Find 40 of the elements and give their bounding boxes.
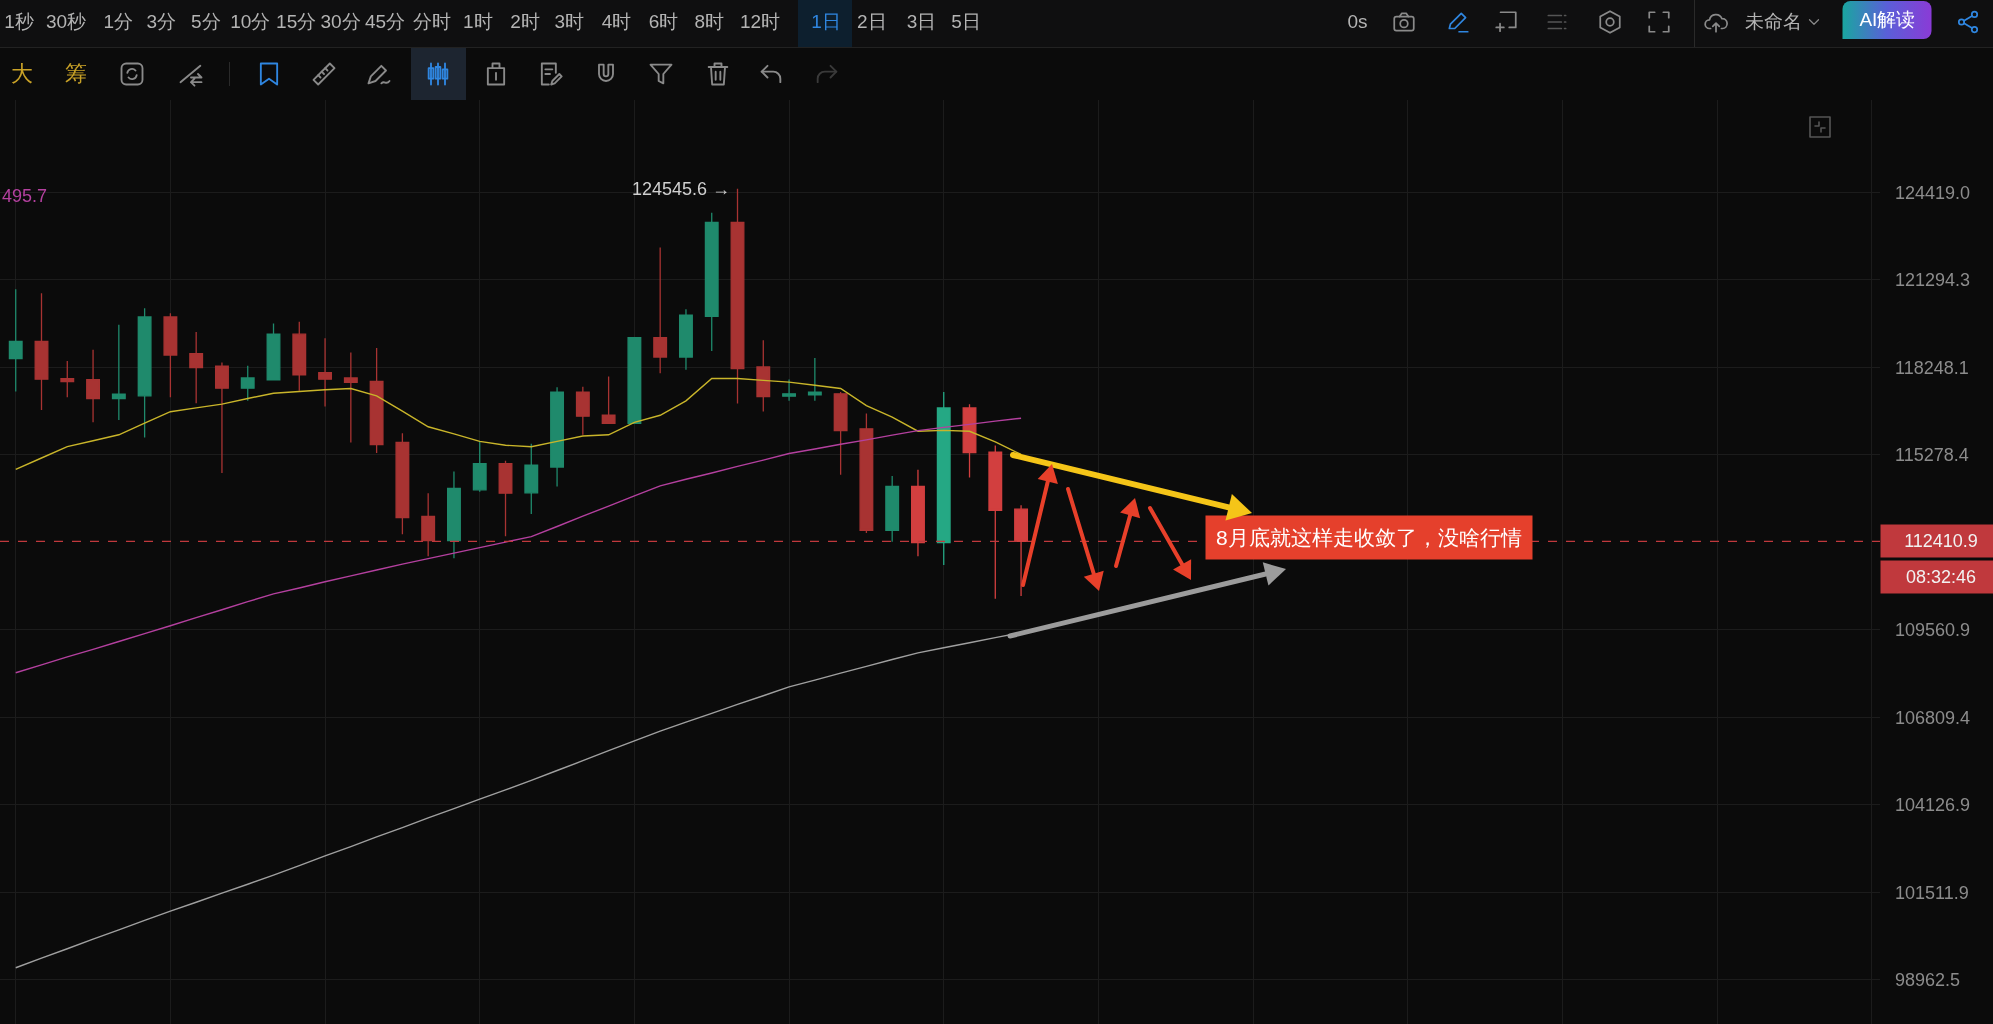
text: 8月底就这样走收敛了，没啥行情	[1216, 526, 1522, 549]
text: 30秒	[46, 10, 87, 34]
y-tick-label: 98962.5	[1895, 970, 1961, 991]
text: 3时	[554, 10, 585, 34]
text: 筹	[65, 60, 88, 88]
text: 5分	[191, 10, 221, 34]
text: 1时	[463, 10, 493, 34]
text: 2时	[510, 10, 540, 34]
text: 3日	[906, 10, 937, 34]
y-tick-label: 109560.9	[1895, 620, 1971, 641]
text: 1日	[811, 10, 841, 34]
text: 1分	[103, 10, 133, 34]
y-tick-label: 106809.4	[1895, 707, 1971, 728]
text: 3分	[146, 10, 177, 34]
text: 大	[10, 60, 33, 88]
y-tick-label: 101511.9	[1895, 882, 1969, 903]
text: 45分	[365, 10, 406, 34]
text: 15分	[276, 10, 317, 34]
text: 0s	[1347, 11, 1368, 33]
text: 12时	[739, 10, 781, 34]
text: 10分	[230, 10, 271, 34]
text: 4时	[601, 10, 632, 34]
text: 30分	[320, 10, 361, 34]
text: 5日	[951, 10, 981, 34]
text: 6时	[648, 10, 679, 34]
y-tick-label: 104126.9	[1895, 795, 1971, 816]
text: 08:32:46	[1905, 567, 1977, 587]
annotation: 495.7	[2, 186, 48, 206]
y-tick-label: 124419.0	[1895, 182, 1971, 203]
text: 分时	[413, 10, 452, 34]
y-tick-label: 115278.4	[1895, 445, 1969, 466]
text: 2日	[857, 10, 887, 34]
text: 8时	[694, 10, 724, 34]
text: 1秒	[4, 10, 34, 34]
text: AI解读	[1842, 1, 1932, 39]
y-tick-label: 121294.3	[1895, 270, 1971, 291]
y-tick-label: 118248.1	[1895, 357, 1969, 378]
ref-line-label: 112410.9	[1904, 531, 1978, 551]
text: 未命名	[1744, 10, 1802, 34]
annotation: 124545.6 →	[632, 179, 731, 199]
